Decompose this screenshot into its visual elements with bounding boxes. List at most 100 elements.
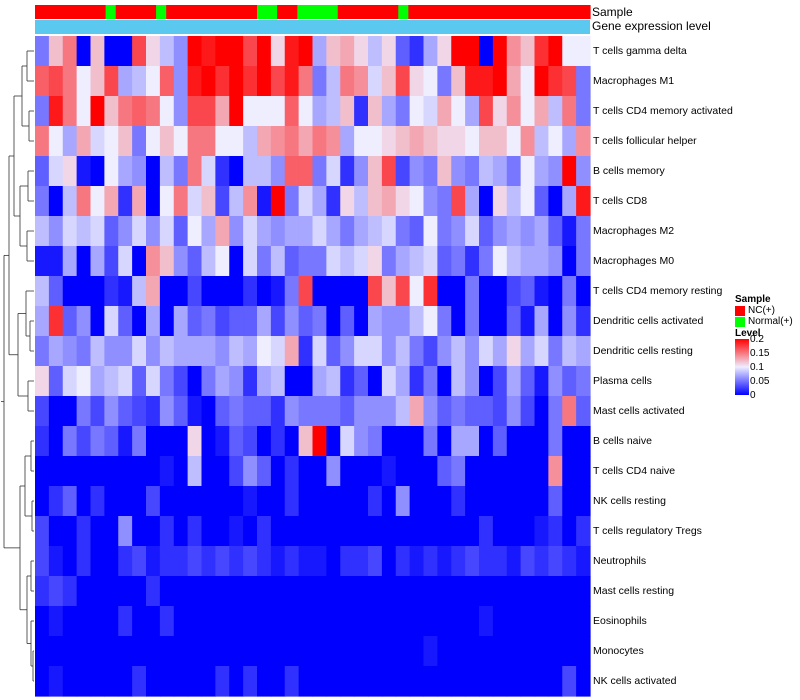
heatmap-cell — [215, 156, 230, 187]
heatmap-cell — [159, 636, 175, 667]
heatmap-cell — [340, 276, 355, 307]
sample-annotation-cell — [105, 5, 117, 19]
heatmap-cell — [465, 396, 480, 427]
heatmap-cell — [48, 366, 64, 397]
heatmap-cell — [576, 606, 591, 637]
heatmap-cell — [48, 546, 64, 577]
heatmap-cell — [104, 516, 119, 547]
heatmap-cell — [451, 216, 466, 247]
heatmap-cell — [201, 36, 216, 67]
heatmap-cell — [48, 156, 64, 187]
heatmap-cell — [340, 306, 355, 337]
heatmap-cell — [243, 156, 258, 187]
heatmap-cell — [62, 636, 78, 667]
heatmap-cell — [479, 186, 494, 217]
heatmap-cell — [548, 456, 563, 487]
heatmap-cell — [173, 246, 189, 277]
heatmap-cell — [395, 246, 411, 277]
heatmap-cell — [90, 486, 105, 517]
heatmap-cell — [492, 36, 508, 67]
heatmap-cell — [159, 96, 175, 127]
heatmap-cell — [381, 336, 397, 367]
heatmap-cell — [409, 606, 425, 637]
heatmap-cell — [35, 666, 50, 697]
heatmap-cell — [90, 366, 105, 397]
legend-swatch-normal — [735, 316, 745, 327]
heatmap-cell — [409, 306, 425, 337]
row-label: NK cells activated — [593, 675, 677, 687]
heatmap-cell — [159, 306, 175, 337]
heatmap-cell — [201, 606, 216, 637]
heatmap-cell — [492, 216, 508, 247]
heatmap-cell — [229, 306, 244, 337]
heatmap-cell — [368, 276, 383, 307]
heatmap-cell — [368, 336, 383, 367]
heatmap-cell — [187, 606, 203, 637]
heatmap-cell — [173, 306, 189, 337]
heatmap-cell — [187, 306, 203, 337]
heatmap-cell — [340, 516, 355, 547]
heatmap-cell — [576, 516, 591, 547]
heatmap-cell — [229, 126, 244, 157]
heatmap-cell — [243, 186, 258, 217]
heatmap-cell — [562, 606, 577, 637]
heatmap-cell — [173, 216, 189, 247]
heatmap-cell — [243, 216, 258, 247]
heatmap-cell — [437, 576, 452, 607]
heatmap-cell — [201, 546, 216, 577]
heatmap-cell — [257, 486, 272, 517]
heatmap-cell — [298, 546, 314, 577]
heatmap-cell — [520, 516, 536, 547]
heatmap-cell — [132, 36, 147, 67]
heatmap-cell — [340, 606, 355, 637]
heatmap-cell — [451, 36, 466, 67]
heatmap-cell — [104, 486, 119, 517]
heatmap-cell — [576, 156, 591, 187]
heatmap-cell — [437, 426, 452, 457]
heatmap-cell — [409, 156, 425, 187]
legend-sample-title: Sample — [735, 294, 771, 305]
heatmap-cell — [534, 66, 549, 97]
heatmap-cell — [104, 606, 119, 637]
heatmap-cell — [465, 246, 480, 277]
heatmap-cell — [506, 276, 522, 307]
heatmap-cell — [340, 576, 355, 607]
heatmap-cell — [284, 336, 300, 367]
heatmap-cell — [104, 576, 119, 607]
heatmap-cell — [423, 366, 438, 397]
heatmap-cell — [298, 306, 314, 337]
heatmap-cell — [229, 66, 244, 97]
heatmap-cell — [368, 396, 383, 427]
heatmap-cell — [90, 126, 105, 157]
heatmap-cell — [298, 36, 314, 67]
heatmap-cell — [437, 606, 452, 637]
heatmap-cell — [465, 66, 480, 97]
heatmap-cell — [48, 426, 64, 457]
heatmap-cell — [146, 636, 161, 667]
heatmap-cell — [423, 66, 438, 97]
heatmap-cell — [465, 516, 480, 547]
heatmap-cell — [437, 186, 452, 217]
heatmap-cell — [132, 276, 147, 307]
heatmap-cell — [312, 66, 327, 97]
heatmap-cell — [76, 636, 92, 667]
heatmap-cell — [548, 336, 563, 367]
heatmap-cell — [534, 216, 549, 247]
heatmap-cell — [257, 366, 272, 397]
heatmap-cell — [340, 546, 355, 577]
heatmap-cell — [243, 276, 258, 307]
heatmap-cell — [215, 276, 230, 307]
row-label: Eosinophils — [593, 615, 647, 627]
heatmap-cell — [215, 186, 230, 217]
heatmap-cell — [187, 216, 203, 247]
heatmap-cell — [104, 306, 119, 337]
heatmap-cell — [104, 426, 119, 457]
heatmap-cell — [173, 486, 189, 517]
heatmap-cell — [562, 186, 577, 217]
heatmap-cell — [368, 96, 383, 127]
heatmap-cell — [395, 576, 411, 607]
heatmap-cell — [132, 456, 147, 487]
heatmap-cell — [395, 306, 411, 337]
heatmap-cell — [284, 246, 300, 277]
heatmap-cell — [506, 96, 522, 127]
